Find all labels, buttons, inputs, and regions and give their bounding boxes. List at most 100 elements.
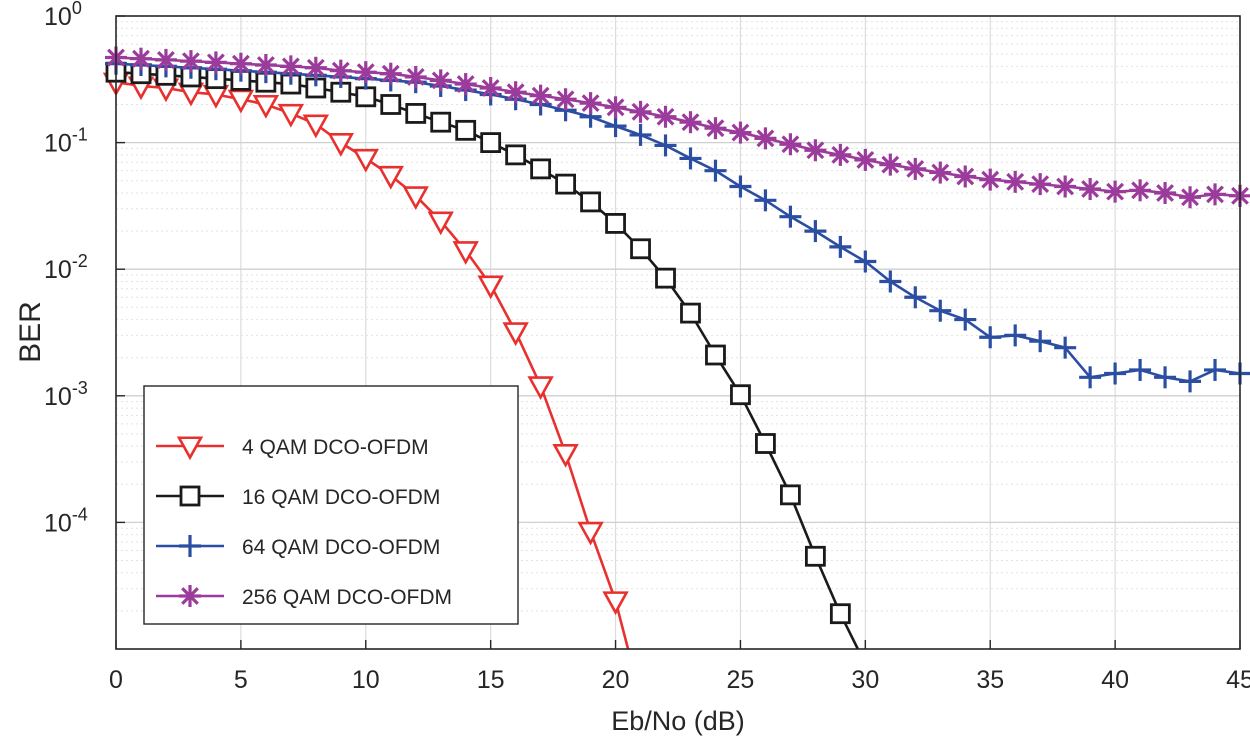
marker-stroke xyxy=(806,141,825,160)
data-point xyxy=(355,86,377,108)
marker-stroke xyxy=(981,170,1000,189)
data-point xyxy=(229,52,252,75)
data-point xyxy=(655,267,676,289)
marker-stroke xyxy=(1031,175,1050,194)
data-point xyxy=(1204,183,1227,206)
data-point xyxy=(1004,170,1027,193)
data-point xyxy=(179,50,202,73)
data-point xyxy=(804,220,827,243)
marker-stroke xyxy=(706,119,725,138)
marker-stroke xyxy=(157,50,175,69)
data-point xyxy=(804,545,826,567)
series-1 xyxy=(102,72,630,650)
data-point xyxy=(829,603,851,625)
data-point xyxy=(755,433,776,454)
data-point xyxy=(979,326,1002,349)
data-point xyxy=(1029,173,1052,196)
data-point xyxy=(929,299,952,322)
data-point xyxy=(904,286,927,309)
series-line xyxy=(115,56,1241,199)
data-point xyxy=(704,117,727,140)
data-point xyxy=(404,65,427,88)
marker-stroke xyxy=(1181,188,1199,207)
data-point xyxy=(754,189,777,212)
data-point xyxy=(1179,186,1202,209)
data-point xyxy=(779,133,802,156)
data-point xyxy=(304,56,327,79)
marker-stroke xyxy=(207,53,225,72)
data-point xyxy=(1129,179,1152,202)
data-point xyxy=(954,165,977,188)
data-point xyxy=(329,59,352,82)
marker-stroke xyxy=(581,94,600,113)
data-point xyxy=(604,96,627,119)
marker-stroke xyxy=(831,145,850,164)
marker-stroke xyxy=(531,86,550,105)
legend-entry: 16 QAM DCO-OFDM xyxy=(156,485,440,509)
x-tick-label: 25 xyxy=(727,666,755,694)
data-point xyxy=(854,250,877,273)
x-tick-label: 35 xyxy=(976,666,1004,694)
marker-stroke xyxy=(631,102,650,121)
data-point xyxy=(1154,366,1177,389)
y-tick-label: 10-3 xyxy=(44,378,88,411)
data-point xyxy=(705,344,726,366)
data-point xyxy=(554,88,577,111)
data-point xyxy=(1054,175,1077,198)
data-point xyxy=(405,103,427,124)
data-point xyxy=(402,186,429,211)
data-point xyxy=(477,275,504,300)
marker-stroke xyxy=(406,68,425,86)
legend-label: 16 QAM DCO-OFDM xyxy=(242,486,440,509)
data-point xyxy=(1029,330,1052,353)
x-tick-label: 5 xyxy=(234,666,248,694)
data-point xyxy=(577,521,604,546)
data-point xyxy=(479,76,502,99)
data-point xyxy=(505,144,527,166)
marker-stroke xyxy=(881,155,900,174)
legend-entry: 64 QAM DCO-OFDM xyxy=(156,535,440,559)
data-point xyxy=(430,111,452,133)
data-point xyxy=(552,443,579,468)
data-point xyxy=(729,121,752,144)
data-point xyxy=(979,168,1002,191)
marker-stroke xyxy=(381,64,400,83)
data-point xyxy=(1004,324,1027,347)
data-point xyxy=(654,105,677,128)
data-point xyxy=(502,322,529,347)
legend-label: 4 QAM DCO-OFDM xyxy=(242,436,429,459)
marker-stroke xyxy=(781,135,800,154)
legend-entry: 256 QAM DCO-OFDM xyxy=(156,585,452,609)
marker-stroke xyxy=(756,129,775,148)
data-point xyxy=(654,134,677,157)
data-point xyxy=(530,158,552,180)
data-point xyxy=(1079,178,1102,201)
data-point xyxy=(1154,181,1177,204)
legend-marker xyxy=(179,585,201,607)
data-point xyxy=(729,175,752,198)
data-point xyxy=(780,484,801,506)
marker-stroke xyxy=(931,163,950,182)
legend-label: 256 QAM DCO-OFDM xyxy=(242,586,452,609)
data-point xyxy=(327,133,355,157)
y-tick-label: 10-1 xyxy=(44,125,88,158)
x-tick-label: 30 xyxy=(851,666,879,694)
marker-stroke xyxy=(506,83,525,102)
data-point xyxy=(452,241,479,265)
data-point xyxy=(204,51,227,74)
plot-frame xyxy=(115,15,1241,650)
marker-stroke xyxy=(731,123,750,142)
data-point xyxy=(1204,358,1227,381)
marker-stroke xyxy=(456,75,475,93)
data-point xyxy=(929,161,952,184)
data-point xyxy=(129,47,152,70)
data-point xyxy=(380,94,402,115)
data-point xyxy=(1104,180,1127,203)
data-point xyxy=(754,127,777,150)
data-point xyxy=(1129,358,1152,381)
marker-stroke xyxy=(1131,181,1149,200)
data-point xyxy=(227,89,255,114)
data-point xyxy=(154,48,177,71)
data-point xyxy=(1054,336,1077,359)
